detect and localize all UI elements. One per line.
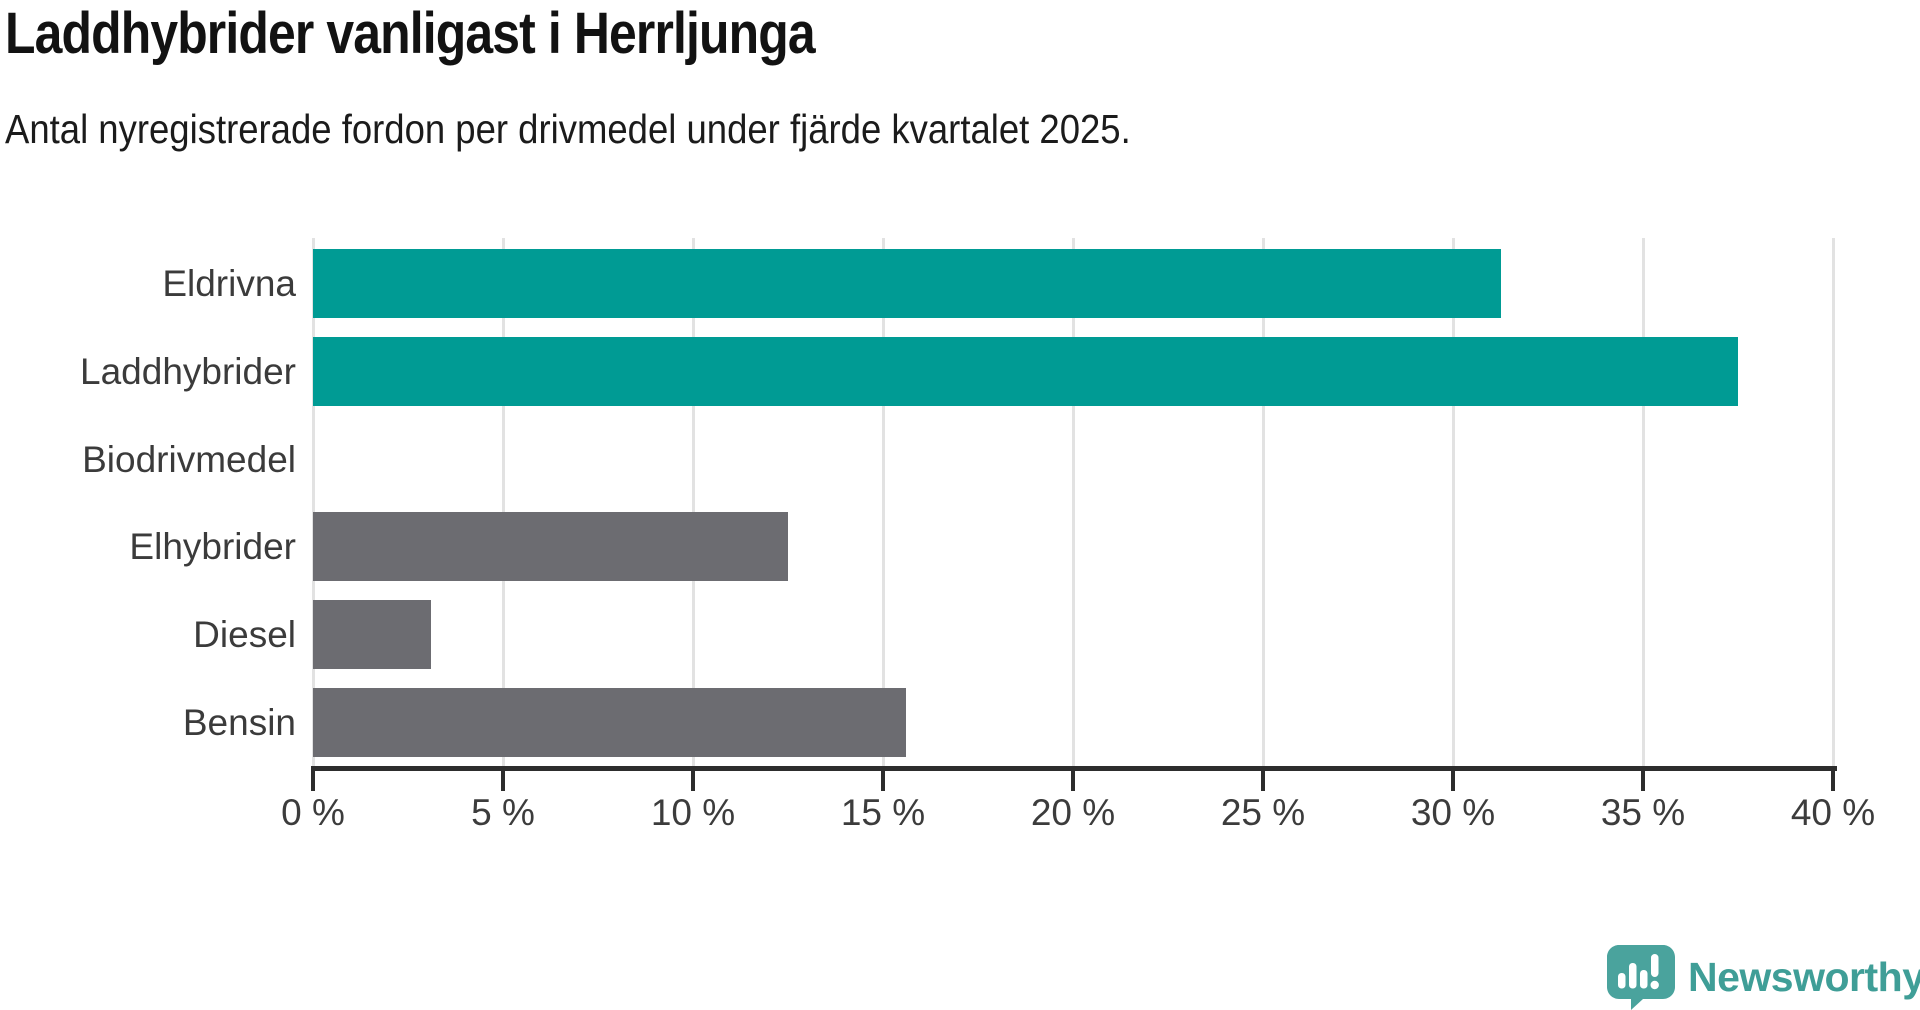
gridline [501,238,505,766]
x-axis-tick-label: 25 % [1220,792,1306,833]
bar [313,688,906,757]
page-title: Laddhybrider vanligast i Herrljunga [5,1,816,66]
category-label: Eldrivna [162,263,296,304]
bar [313,600,431,669]
gridline [881,238,885,766]
x-axis-tick [881,769,885,791]
x-axis-tick-label: 40 % [1790,792,1876,833]
x-axis-tick [1641,769,1645,791]
bar [313,249,1501,318]
newsworthy-wordmark: Newsworthy [1688,953,1920,1000]
bar [313,512,788,581]
category-label: Elhybrider [129,526,296,567]
page-subtitle: Antal nyregistrerade fordon per drivmede… [5,106,1131,152]
x-axis-tick [501,769,505,791]
x-axis-tick-label: 20 % [1030,792,1116,833]
category-label: Bensin [182,702,296,743]
x-axis-tick [691,769,695,791]
category-label: Laddhybrider [80,351,296,392]
x-axis-line [311,766,1837,771]
x-axis-tick-label: 10 % [650,792,736,833]
x-axis-tick-label: 15 % [840,792,926,833]
gridline [1071,238,1075,766]
gridline [1831,238,1835,766]
gridline [691,238,695,766]
gridline [1451,238,1455,766]
x-axis-tick-label: 0 % [281,792,345,833]
gridline [311,238,315,766]
x-axis-tick [1261,769,1265,791]
x-axis-tick [1831,769,1835,791]
bar [313,337,1738,406]
x-axis-tick-label: 30 % [1410,792,1496,833]
newsworthy-brand: Newsworthy [1607,944,1920,1010]
x-axis-tick-label: 5 % [471,792,535,833]
newsworthy-logo-icon [1607,945,1675,1010]
x-axis-tick [1071,769,1075,791]
x-axis-tick-label: 35 % [1600,792,1686,833]
category-label: Diesel [193,614,296,655]
x-axis-tick [1451,769,1455,791]
gridline [1641,238,1645,766]
gridline [1261,238,1265,766]
category-label: Biodrivmedel [82,439,296,480]
x-axis-tick [311,769,315,791]
